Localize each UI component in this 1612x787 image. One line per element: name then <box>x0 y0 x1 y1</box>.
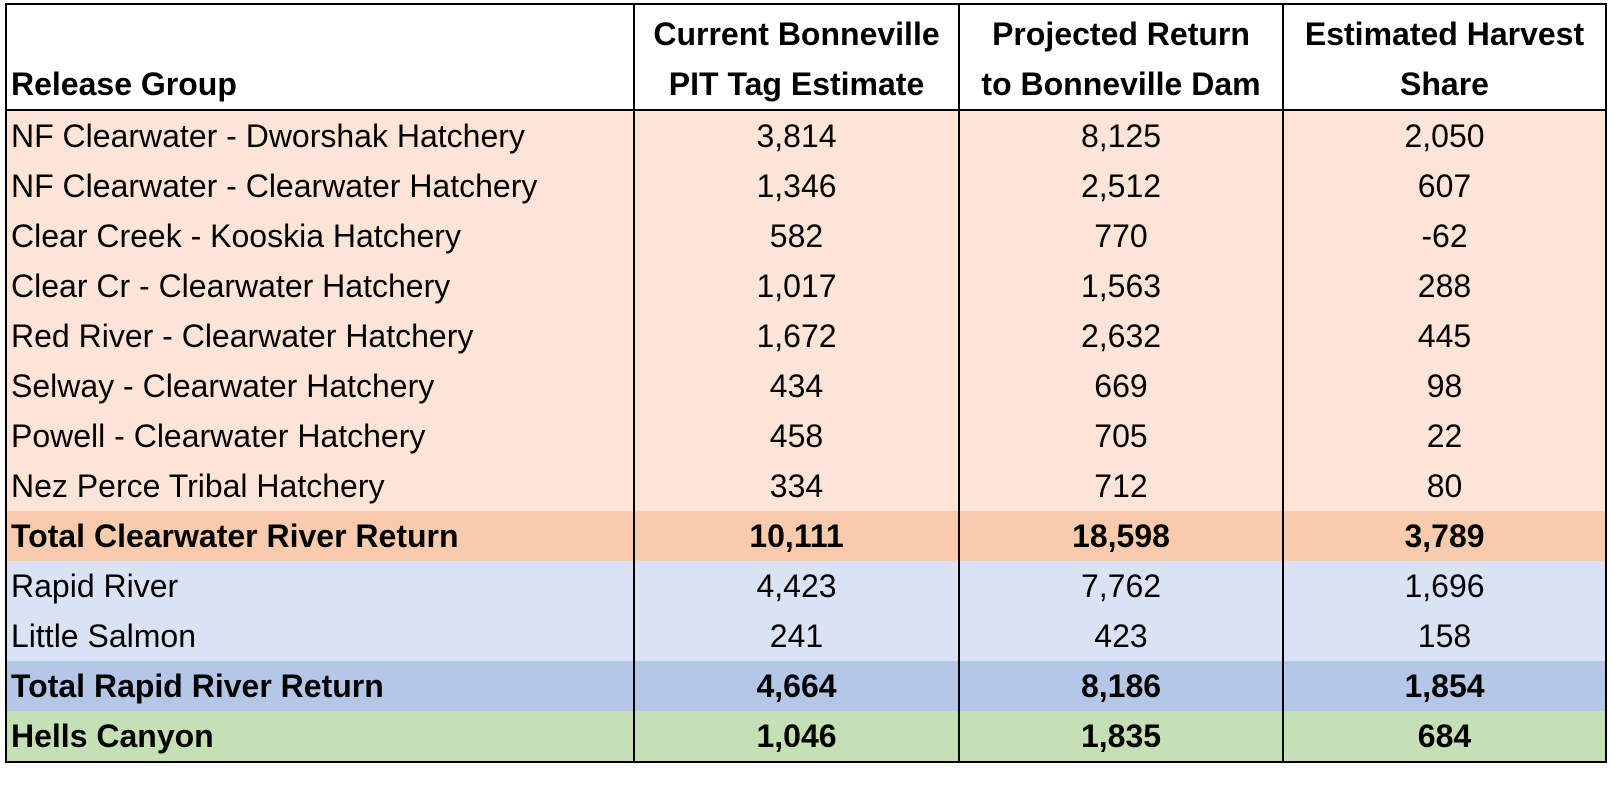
header-harvest-line2: Share <box>1400 66 1489 102</box>
harvest-share-cell: 607 <box>1282 161 1607 211</box>
header-harvest-line1: Estimated Harvest <box>1304 16 1585 52</box>
projected-return-cell: 712 <box>958 461 1284 511</box>
header-current-line2: PIT Tag Estimate <box>668 66 925 102</box>
table-row: Clear Creek - Kooskia Hatchery 582 770 -… <box>5 211 1607 261</box>
current-estimate-cell: 1,017 <box>633 261 960 311</box>
projected-return-cell: 669 <box>958 361 1284 411</box>
release-group-cell: Hells Canyon <box>5 711 635 763</box>
release-group-cell: Clear Cr - Clearwater Hatchery <box>5 261 635 311</box>
release-group-cell: Selway - Clearwater Hatchery <box>5 361 635 411</box>
release-group-cell: Red River - Clearwater Hatchery <box>5 311 635 361</box>
current-estimate-cell: 434 <box>633 361 960 411</box>
total-clearwater-row: Total Clearwater River Return 10,111 18,… <box>5 511 1607 561</box>
harvest-share-cell: -62 <box>1282 211 1607 261</box>
harvest-share-cell: 3,789 <box>1282 511 1607 561</box>
spreadsheet-table-region: Release Group Current Bonneville PIT Tag… <box>5 3 1607 783</box>
table-row: Selway - Clearwater Hatchery 434 669 98 <box>5 361 1607 411</box>
release-group-cell: Rapid River <box>5 561 635 611</box>
projected-return-cell: 770 <box>958 211 1284 261</box>
harvest-share-cell: 2,050 <box>1282 110 1607 161</box>
harvest-share-cell: 98 <box>1282 361 1607 411</box>
current-estimate-cell: 241 <box>633 611 960 661</box>
projected-return-cell: 705 <box>958 411 1284 461</box>
harvest-share-cell: 22 <box>1282 411 1607 461</box>
release-group-cell: Clear Creek - Kooskia Hatchery <box>5 211 635 261</box>
header-release-group: Release Group <box>5 3 635 111</box>
table-row: NF Clearwater - Dworshak Hatchery 3,814 … <box>5 110 1607 161</box>
projected-return-cell: 1,835 <box>958 711 1284 763</box>
table-row: Rapid River 4,423 7,762 1,696 <box>5 561 1607 611</box>
header-projected-line1: Projected Return <box>992 16 1250 52</box>
table-row: Little Salmon 241 423 158 <box>5 611 1607 661</box>
total-rapid-river-row: Total Rapid River Return 4,664 8,186 1,8… <box>5 661 1607 711</box>
release-group-cell: NF Clearwater - Dworshak Hatchery <box>5 110 635 161</box>
release-group-cell: Powell - Clearwater Hatchery <box>5 411 635 461</box>
header-current-line1: Current Bonneville <box>653 16 940 52</box>
header-harvest-share: Estimated Harvest Share <box>1282 3 1607 111</box>
current-estimate-cell: 1,672 <box>633 311 960 361</box>
current-estimate-cell: 1,346 <box>633 161 960 211</box>
header-projected-return: Projected Return to Bonneville Dam <box>958 3 1284 111</box>
release-group-cell: Total Rapid River Return <box>5 661 635 711</box>
current-estimate-cell: 582 <box>633 211 960 261</box>
header-release-group-label: Release Group <box>11 66 237 102</box>
current-estimate-cell: 10,111 <box>633 511 960 561</box>
release-group-cell: Total Clearwater River Return <box>5 511 635 561</box>
current-estimate-cell: 334 <box>633 461 960 511</box>
current-estimate-cell: 458 <box>633 411 960 461</box>
header-row: Release Group Current Bonneville PIT Tag… <box>5 3 1607 111</box>
harvest-share-cell: 80 <box>1282 461 1607 511</box>
header-projected-line2: to Bonneville Dam <box>981 66 1261 102</box>
projected-return-cell: 18,598 <box>958 511 1284 561</box>
hells-canyon-row: Hells Canyon 1,046 1,835 684 <box>5 711 1607 763</box>
table-row: Clear Cr - Clearwater Hatchery 1,017 1,5… <box>5 261 1607 311</box>
harvest-share-cell: 288 <box>1282 261 1607 311</box>
harvest-share-cell: 684 <box>1282 711 1607 763</box>
projected-return-cell: 423 <box>958 611 1284 661</box>
projected-return-cell: 7,762 <box>958 561 1284 611</box>
projected-return-cell: 1,563 <box>958 261 1284 311</box>
table-row: Red River - Clearwater Hatchery 1,672 2,… <box>5 311 1607 361</box>
projected-return-cell: 8,186 <box>958 661 1284 711</box>
projected-return-cell: 2,512 <box>958 161 1284 211</box>
harvest-share-cell: 1,696 <box>1282 561 1607 611</box>
table-row: Powell - Clearwater Hatchery 458 705 22 <box>5 411 1607 461</box>
release-group-cell: Little Salmon <box>5 611 635 661</box>
harvest-share-cell: 1,854 <box>1282 661 1607 711</box>
current-estimate-cell: 4,423 <box>633 561 960 611</box>
harvest-share-cell: 158 <box>1282 611 1607 661</box>
current-estimate-cell: 3,814 <box>633 110 960 161</box>
table-row: Nez Perce Tribal Hatchery 334 712 80 <box>5 461 1607 511</box>
harvest-share-cell: 445 <box>1282 311 1607 361</box>
returns-table: Release Group Current Bonneville PIT Tag… <box>5 3 1607 763</box>
current-estimate-cell: 1,046 <box>633 711 960 763</box>
release-group-cell: NF Clearwater - Clearwater Hatchery <box>5 161 635 211</box>
release-group-cell: Nez Perce Tribal Hatchery <box>5 461 635 511</box>
projected-return-cell: 8,125 <box>958 110 1284 161</box>
current-estimate-cell: 4,664 <box>633 661 960 711</box>
table-row: NF Clearwater - Clearwater Hatchery 1,34… <box>5 161 1607 211</box>
projected-return-cell: 2,632 <box>958 311 1284 361</box>
header-current-estimate: Current Bonneville PIT Tag Estimate <box>633 3 960 111</box>
